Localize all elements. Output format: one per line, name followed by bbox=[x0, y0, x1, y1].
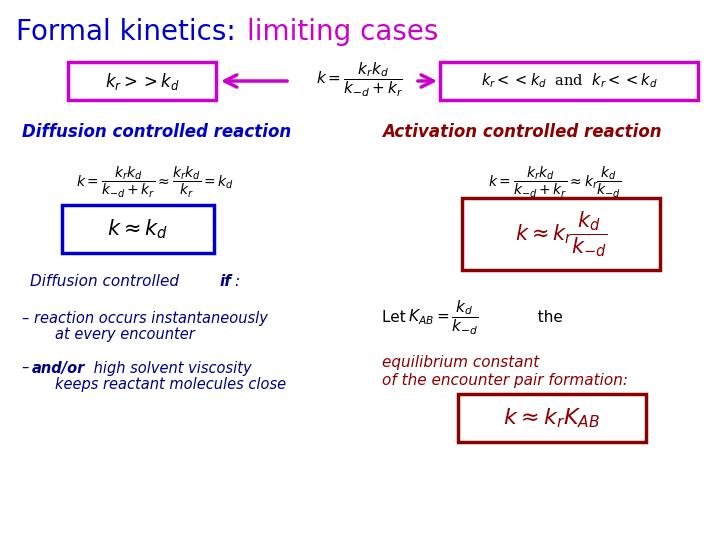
Text: at every encounter: at every encounter bbox=[55, 327, 194, 342]
Text: $k_r >> k_d$: $k_r >> k_d$ bbox=[104, 71, 179, 91]
Text: –: – bbox=[22, 361, 34, 375]
Text: $k \approx k_d$: $k \approx k_d$ bbox=[107, 217, 168, 241]
Text: $k \approx k_r K_{AB}$: $k \approx k_r K_{AB}$ bbox=[503, 406, 600, 430]
Text: equilibrium constant: equilibrium constant bbox=[382, 354, 539, 369]
Text: Diffusion controlled: Diffusion controlled bbox=[30, 274, 184, 289]
Bar bbox=[458, 394, 646, 442]
Text: and/or: and/or bbox=[32, 361, 86, 375]
Bar bbox=[462, 198, 660, 270]
Text: $k = \dfrac{k_r k_d}{k_{-d} + k_r}$: $k = \dfrac{k_r k_d}{k_{-d} + k_r}$ bbox=[317, 61, 403, 99]
Text: high solvent viscosity: high solvent viscosity bbox=[89, 361, 251, 375]
Text: Formal kinetics:: Formal kinetics: bbox=[17, 18, 245, 46]
Bar bbox=[440, 62, 698, 100]
Text: $k = \dfrac{k_r k_d}{k_{-d} + k_r} \approx \dfrac{k_r k_d}{k_r} = k_d$: $k = \dfrac{k_r k_d}{k_{-d} + k_r} \appr… bbox=[76, 164, 234, 200]
Text: keeps reactant molecules close: keeps reactant molecules close bbox=[55, 377, 286, 393]
Text: $k \approx k_r \dfrac{k_d}{k_{-d}}$: $k \approx k_r \dfrac{k_d}{k_{-d}}$ bbox=[515, 209, 607, 259]
Text: Activation controlled reaction: Activation controlled reaction bbox=[382, 123, 662, 141]
Text: Let: Let bbox=[382, 310, 415, 326]
Bar bbox=[62, 205, 214, 253]
Text: Diffusion controlled reaction: Diffusion controlled reaction bbox=[22, 123, 292, 141]
Text: $k = \dfrac{k_r k_d}{k_{-d} + k_r} \approx k_r \dfrac{k_d}{k_{-d}}$: $k = \dfrac{k_r k_d}{k_{-d} + k_r} \appr… bbox=[488, 164, 621, 200]
Text: of the encounter pair formation:: of the encounter pair formation: bbox=[382, 373, 628, 388]
Text: limiting cases: limiting cases bbox=[247, 18, 438, 46]
Text: if: if bbox=[220, 274, 232, 289]
Text: :: : bbox=[234, 274, 239, 289]
Text: $k_r << k_d$  and  $k_r << k_d$: $k_r << k_d$ and $k_r << k_d$ bbox=[481, 72, 657, 90]
Text: the: the bbox=[528, 310, 563, 326]
Bar bbox=[68, 62, 216, 100]
Text: $K_{AB} = \dfrac{k_d}{k_{-d}}$: $K_{AB} = \dfrac{k_d}{k_{-d}}$ bbox=[408, 299, 479, 337]
Text: – reaction occurs instantaneously: – reaction occurs instantaneously bbox=[22, 310, 268, 326]
